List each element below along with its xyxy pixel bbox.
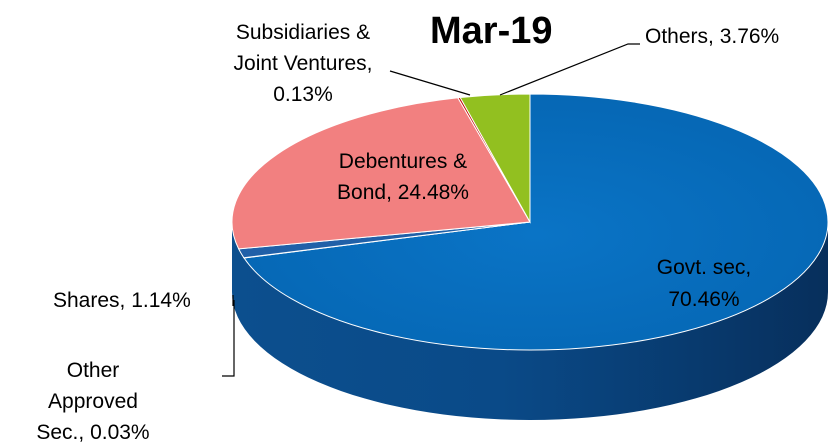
leader-line-others [499,43,640,96]
pie-slice-govt-sec [243,93,829,351]
pie-slice-debentures-bond [231,97,531,250]
label-other-approved-line1: Other [67,359,120,382]
pie-side [232,222,828,420]
label-other-approved-line3: Sec., 0.03% [36,421,149,444]
label-subsidiaries-line3: 0.13% [273,83,333,106]
leader-line-subsidiaries [389,70,471,96]
label-other-approved-line2: Approved [48,390,138,413]
chart-title: Mar-19 [430,10,553,52]
label-govt-line2: 70.46% [668,288,739,311]
label-shares: Shares, 1.14% [53,289,191,312]
label-debentures-line2: Bond, 24.48% [337,181,469,204]
label-others: Others, 3.76% [645,25,779,48]
label-subsidiaries-line1: Subsidiaries & [236,21,370,44]
leader-line-other-approved [222,300,235,377]
pie-slice-others [459,93,531,224]
label-subsidiaries-line2: Joint Ventures, [234,52,373,75]
label-govt-line1: Govt. sec, [657,256,752,279]
label-debentures-line1: Debentures & [339,150,467,173]
